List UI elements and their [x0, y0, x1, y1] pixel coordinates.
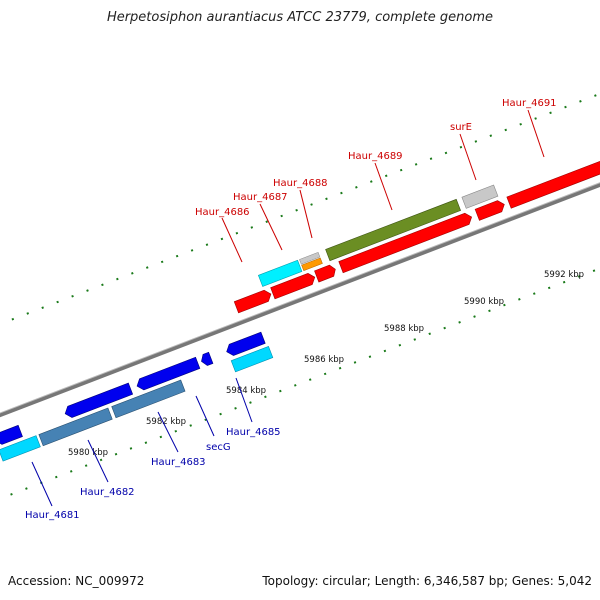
kbp-label-5988: 5988 kbp — [384, 324, 424, 334]
genome-backbone — [0, 169, 600, 424]
leader-haur-4689 — [374, 162, 393, 211]
gene-label-haur-4687[interactable]: Haur_4687 — [233, 192, 288, 203]
gene-arrow-haur-4688[interactable] — [314, 264, 338, 283]
leader-haur-4681 — [31, 461, 53, 507]
gene-arrow-haur-4687[interactable] — [270, 272, 317, 300]
feature-orange[interactable] — [301, 257, 323, 272]
gene-label-haur-4688[interactable]: Haur_4688 — [273, 178, 328, 189]
feature-cyan-bottom[interactable] — [0, 435, 41, 462]
kbp-label-5980: 5980 kbp — [68, 448, 108, 458]
gene-arrow-secG[interactable] — [199, 351, 214, 367]
accession-text: Accession: NC_009972 — [8, 574, 145, 588]
kbp-label-5984: 5984 kbp — [226, 386, 266, 396]
feature-steelblue-1[interactable] — [38, 407, 113, 447]
gene-arrow-haur-4691[interactable] — [506, 156, 600, 209]
feature-steelblue-2[interactable] — [111, 379, 186, 419]
gene-label-haur-4691[interactable]: Haur_4691 — [502, 98, 557, 109]
leader-haur-4683 — [157, 411, 179, 453]
feature-cyan-right[interactable] — [230, 345, 274, 373]
feature-cyan-top[interactable] — [257, 259, 303, 287]
kbp-label-5982: 5982 kbp — [146, 417, 186, 427]
leader-haur-4685 — [235, 377, 253, 423]
gene-label-haur-4682[interactable]: Haur_4682 — [80, 487, 135, 498]
gene-label-haur-4681[interactable]: Haur_4681 — [25, 510, 80, 521]
gene-label-haur-4683[interactable]: Haur_4683 — [151, 457, 206, 468]
leader-surE — [459, 133, 477, 181]
leader-haur-4686 — [221, 217, 243, 263]
gene-arrow-haur-4686[interactable] — [233, 288, 273, 314]
leader-haur-4688 — [299, 189, 313, 239]
feature-olive[interactable] — [325, 198, 461, 262]
gene-arrow-surE[interactable] — [474, 199, 506, 221]
feature-grey[interactable] — [461, 184, 499, 209]
gene-label-haur-4686[interactable]: Haur_4686 — [195, 207, 250, 218]
map-title: Herpetosiphon aurantiacus ATCC 23779, co… — [106, 10, 494, 25]
backbone-highlight — [0, 168, 600, 421]
kbp-label-5986: 5986 kbp — [304, 355, 344, 365]
gene-label-surE[interactable]: surE — [450, 122, 472, 133]
gene-arrow-haur-4681[interactable] — [0, 424, 23, 446]
leader-haur-4691 — [527, 109, 545, 158]
gene-arrow-haur-4682[interactable] — [63, 382, 134, 419]
kbp-label-5990: 5990 kbp — [464, 297, 504, 307]
leader-haur-4682 — [87, 439, 109, 483]
leader-haur-4687 — [259, 203, 283, 251]
gene-arrow-haur-4685[interactable] — [225, 331, 266, 357]
gene-arrow-haur-4683[interactable] — [135, 356, 201, 391]
genome-summary-text: Topology: circular; Length: 6,346,587 bp… — [262, 574, 592, 588]
kbp-label-5992: 5992 kbp — [544, 270, 584, 280]
gene-label-haur-4685[interactable]: Haur_4685 — [226, 427, 281, 438]
gene-label-haur-4689[interactable]: Haur_4689 — [348, 151, 403, 162]
leader-secG — [195, 395, 215, 437]
gene-label-secG[interactable]: secG — [206, 442, 231, 453]
gene-arrow-haur-4689[interactable] — [338, 211, 474, 274]
feature-grey-small[interactable] — [299, 252, 321, 265]
